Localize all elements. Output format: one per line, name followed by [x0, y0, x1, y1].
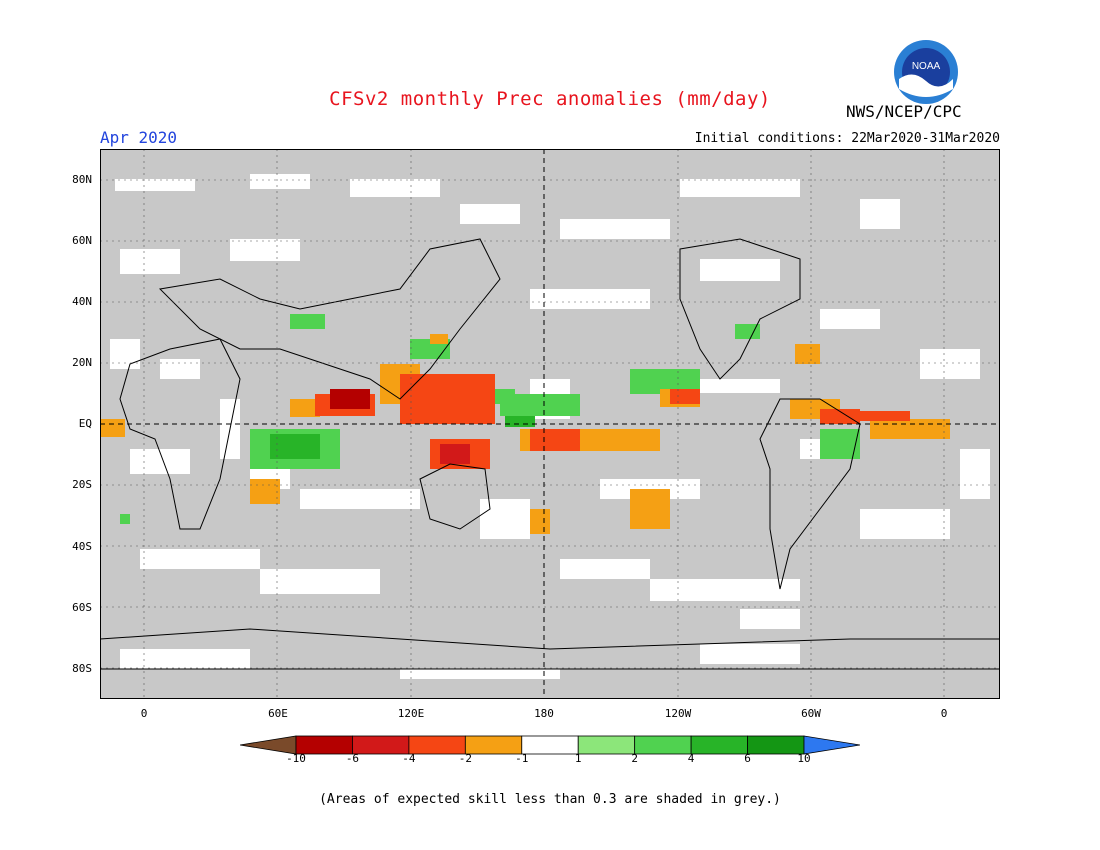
- noaa-logo: NOAA: [894, 40, 958, 104]
- y-tick: 40S: [72, 540, 92, 553]
- y-tick: 60S: [72, 601, 92, 614]
- period-label: Apr 2020: [100, 128, 178, 147]
- precip-anomaly-features: [100, 314, 950, 534]
- y-tick: 20N: [72, 356, 92, 369]
- y-tick: 60N: [72, 234, 92, 247]
- coastlines: [100, 238, 1000, 670]
- y-tick: 80N: [72, 173, 92, 186]
- colorbar-label: -6: [345, 752, 360, 765]
- colorbar-label: 1: [574, 752, 582, 765]
- x-tick: 60E: [268, 707, 288, 720]
- x-tick: 180: [534, 707, 554, 720]
- chart-title: CFSv2 monthly Prec anomalies (mm/day): [329, 88, 771, 110]
- colorbar-label: -10: [286, 752, 306, 765]
- colorbar: [240, 735, 860, 755]
- colorbar-label: -2: [458, 752, 472, 765]
- colorbar-high-arrow: [803, 735, 860, 755]
- colorbar-label: -1: [515, 752, 529, 765]
- x-tick: 60W: [801, 707, 821, 720]
- colorbar-label: 6: [744, 752, 751, 765]
- colorbar-label: 4: [687, 752, 695, 765]
- x-tick: 0: [140, 707, 148, 720]
- colorbar-label: 2: [631, 752, 638, 765]
- skill-footnote: (Areas of expected skill less than 0.3 a…: [319, 792, 781, 807]
- x-tick: 120E: [397, 707, 425, 720]
- x-tick: 0: [940, 707, 948, 720]
- y-tick: EQ: [78, 417, 92, 430]
- initial-conditions: Initial conditions: 22Mar2020-31Mar2020: [694, 131, 1000, 146]
- logo-text: NOAA: [912, 61, 941, 72]
- colorbar-label: -4: [402, 752, 416, 765]
- org-label: NWS/NCEP/CPC: [846, 102, 962, 121]
- grid-lines: [100, 149, 1000, 699]
- colorbar-label: 10: [797, 752, 811, 765]
- y-tick: 80S: [72, 662, 92, 675]
- equator-dateline: [100, 149, 1000, 699]
- anomaly-map: [100, 149, 1000, 699]
- x-tick: 120W: [664, 707, 692, 720]
- y-tick: 20S: [72, 478, 92, 491]
- y-tick: 40N: [72, 295, 92, 308]
